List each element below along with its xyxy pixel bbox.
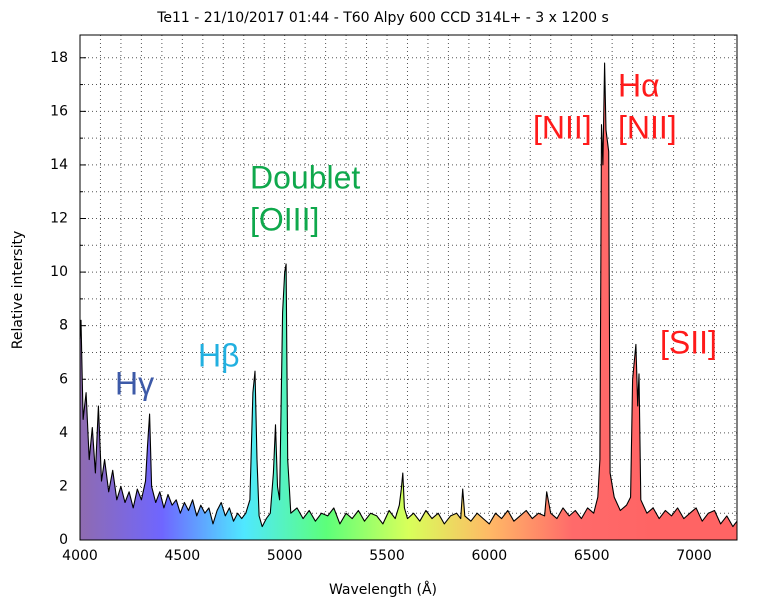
annotation: Hβ — [198, 337, 240, 373]
chart-title: Te11 - 21/10/2017 01:44 - T60 Alpy 600 C… — [156, 10, 609, 26]
y-tick-label: 18 — [50, 50, 68, 66]
x-tick-label: 5500 — [369, 548, 405, 564]
y-tick-label: 14 — [50, 157, 68, 173]
annotation: [NII] — [618, 109, 677, 145]
y-tick-label: 0 — [59, 532, 68, 548]
y-tick-label: 2 — [59, 478, 68, 494]
x-tick-label: 6500 — [574, 548, 610, 564]
y-tick-label: 8 — [59, 318, 68, 334]
spectrum-fill — [80, 63, 737, 540]
x-tick-label: 4000 — [62, 548, 98, 564]
y-tick-label: 4 — [59, 425, 68, 441]
annotation: [OIII] — [250, 201, 319, 237]
y-axis-label: Relative intersity — [10, 231, 26, 350]
spectrum-line — [79, 62, 738, 528]
x-axis-label: Wavelength (Å) — [329, 581, 437, 598]
annotation: Doublet — [250, 159, 360, 195]
annotation: [NII] — [533, 109, 592, 145]
x-tick-label: 6000 — [472, 548, 508, 564]
x-tick-label: 5000 — [267, 548, 303, 564]
plot-frame — [79, 34, 738, 541]
annotation: Hα — [618, 67, 660, 103]
y-tick-label: 10 — [50, 264, 68, 280]
x-tick-label: 7000 — [676, 548, 712, 564]
x-tick-label: 4500 — [165, 548, 201, 564]
y-tick-label: 6 — [59, 371, 68, 387]
y-tick-label: 16 — [50, 103, 68, 119]
annotation: [SII] — [660, 324, 717, 360]
annotation: Hγ — [115, 365, 154, 401]
y-tick-label: 12 — [50, 211, 68, 227]
